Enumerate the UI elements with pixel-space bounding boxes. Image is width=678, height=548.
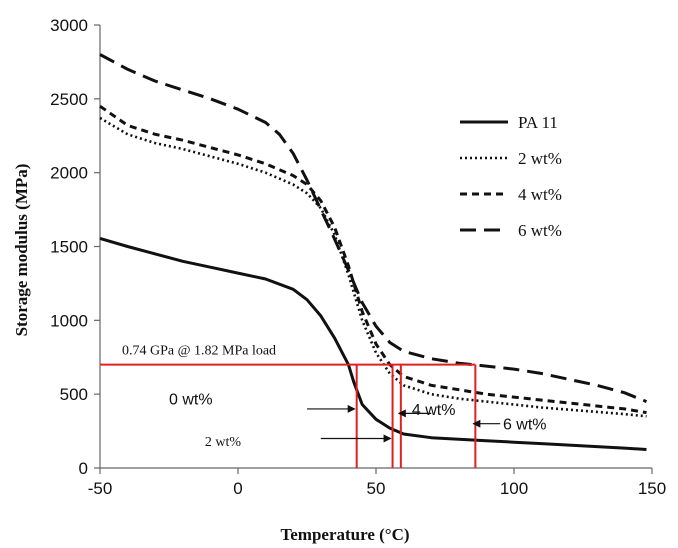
y-tick-label: 1500 — [50, 238, 88, 257]
annotation-label: 6 wt% — [503, 417, 547, 434]
series-layer — [99, 53, 648, 451]
y-tick-label: 1000 — [50, 311, 88, 330]
x-tick-label: 150 — [638, 479, 666, 498]
y-tick-label: 3000 — [50, 16, 88, 35]
annotation-label: 4 wt% — [412, 402, 456, 419]
reference-label: 0.74 GPa @ 1.82 MPa load — [122, 344, 276, 359]
legend-label-3: 4 wt% — [518, 185, 562, 204]
x-axis-title: Temperature (°C) — [280, 525, 409, 544]
x-tick-label: 50 — [367, 479, 386, 498]
y-axis-ticks: 0 500 1000 1500 2000 2500 3000 — [50, 16, 100, 478]
legend-label-4: 6 wt% — [518, 221, 562, 240]
legend: PA 11 2 wt% 4 wt% 6 wt% — [460, 113, 562, 240]
y-tick-label: 2000 — [50, 164, 88, 183]
y-tick-label: 500 — [60, 385, 88, 404]
y-tick-label: 2500 — [50, 90, 88, 109]
legend-label-2: 2 wt% — [518, 149, 562, 168]
y-axis-title: Storage modulus (MPa) — [12, 164, 31, 337]
series-line-1 — [99, 236, 647, 451]
annotation-label: 0 wt% — [169, 392, 213, 409]
reference-layer: 0.74 GPa @ 1.82 MPa load — [100, 344, 477, 468]
series-line-3 — [99, 104, 647, 415]
y-tick-label: 0 — [79, 459, 88, 478]
x-tick-label: -50 — [88, 479, 113, 498]
series-line-4 — [99, 53, 648, 403]
legend-label-1: PA 11 — [518, 113, 558, 132]
x-tick-label: 100 — [500, 479, 528, 498]
series-line-2 — [99, 116, 647, 418]
annotation-label: 2 wt% — [205, 435, 242, 450]
x-tick-label: 0 — [233, 479, 242, 498]
annotation-layer: 0 wt% 2 wt% 4 wt% 6 wt% — [169, 392, 547, 450]
x-axis-ticks: -50 0 50 100 150 — [88, 468, 666, 498]
